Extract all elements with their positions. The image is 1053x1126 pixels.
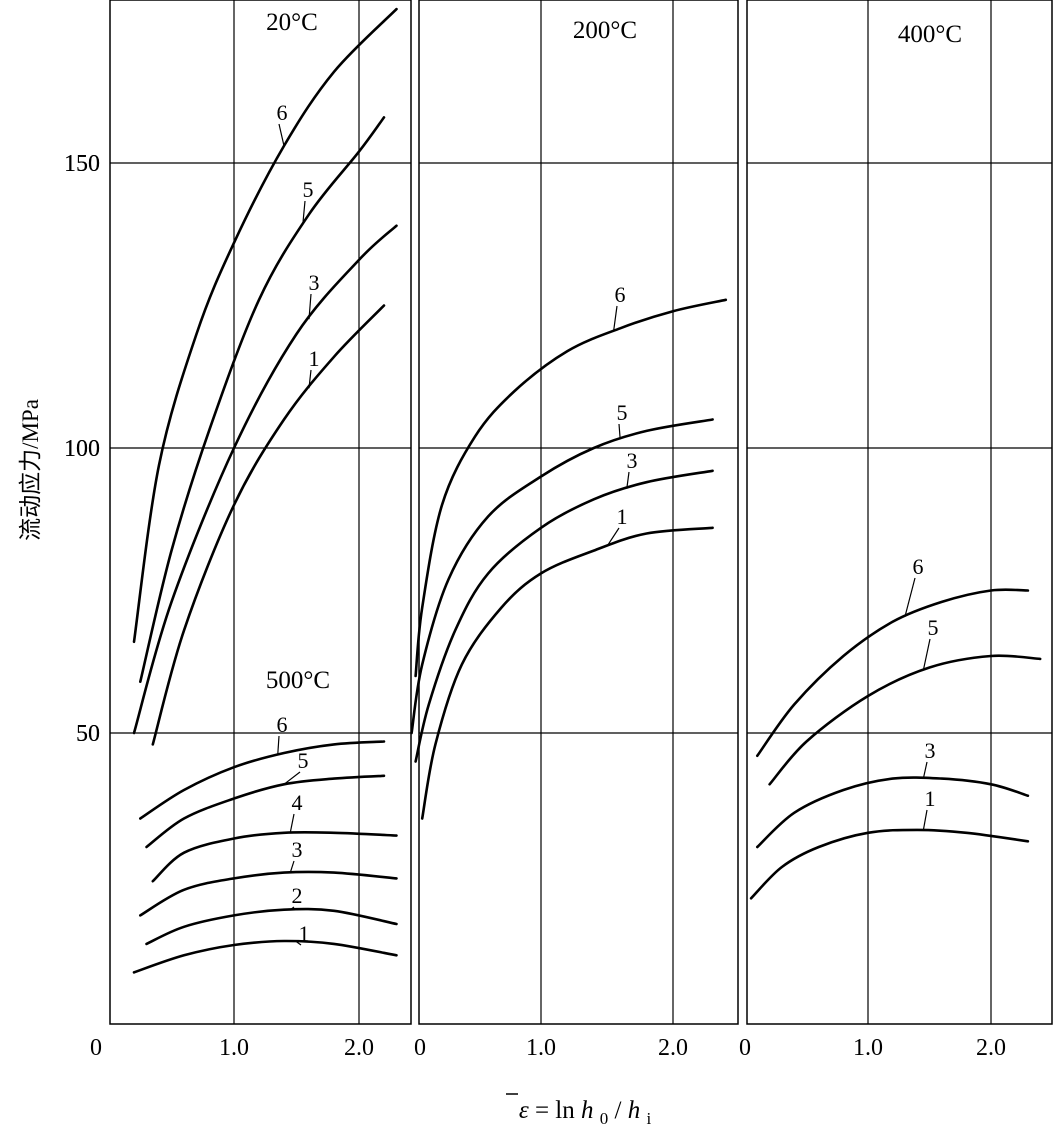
curve-label: 6 [277, 712, 288, 737]
panel-title: 400°C [898, 21, 962, 48]
curve-series-3 [756, 776, 1030, 849]
curve-series-6 [756, 588, 1030, 758]
curve-label-leader [277, 735, 280, 755]
curve-label-leader [308, 293, 312, 320]
curve-series-4 [151, 830, 398, 883]
curve-label-leader [922, 761, 928, 779]
curve-label-leader [289, 813, 295, 833]
panel-title: 20°C [266, 9, 318, 36]
x-tick-label: 2.0 [344, 1035, 374, 1061]
curve-series-1 [420, 526, 714, 820]
curve-label: 5 [928, 615, 939, 640]
curve-label: 3 [925, 738, 936, 763]
curve-series-1 [151, 304, 386, 746]
panel-title: 500°C [266, 667, 330, 694]
x-tick-label: 1.0 [526, 1035, 556, 1061]
origin-label-middle: 0 [414, 1035, 426, 1061]
x-axis-label: ε = ln h 0 / h i [519, 1097, 652, 1126]
curve-series-3 [132, 224, 398, 735]
panel-frame [109, 0, 412, 1025]
x-axis-label-subi: i [646, 1109, 651, 1126]
curve-series-5 [768, 654, 1042, 786]
y-tick-label: 100 [64, 436, 100, 462]
curve-label-leader [626, 471, 630, 489]
curve-series-3 [414, 469, 714, 763]
curve-series-5 [410, 418, 714, 735]
x-axis-label-epsilon: ε [519, 1097, 529, 1124]
x-axis-label-hi: h [628, 1097, 641, 1124]
static-labels: 流动应力/MPa 0 0 0 ε = ln h 0 / h i [18, 399, 751, 1126]
curve-label-leader [308, 369, 312, 389]
curve-label: 1 [299, 921, 310, 946]
curve-label-leader [618, 423, 621, 440]
panel-title: 200°C [573, 17, 637, 44]
curve-label: 5 [617, 400, 628, 425]
curve-label-leader [613, 305, 618, 332]
curve-label: 1 [309, 346, 320, 371]
curve-label: 6 [277, 100, 288, 125]
y-tick-label: 50 [76, 721, 100, 747]
curve-label-leader [296, 941, 302, 946]
curve-series-5 [145, 774, 386, 849]
curve-label: 2 [292, 883, 303, 908]
curve-label: 6 [615, 282, 626, 307]
panel-frame [746, 0, 1053, 1025]
panels: 1.0 2.05010015020°C135650100150500°C12345… [64, 0, 1053, 1061]
curve-label-leader [289, 860, 295, 873]
curve-label: 1 [617, 504, 628, 529]
curve-label: 3 [627, 448, 638, 473]
y-axis-label: 流动应力/MPa [18, 399, 43, 541]
curve-label: 5 [303, 177, 314, 202]
curve-label-leader [289, 906, 295, 911]
curve-label-leader [922, 809, 928, 831]
curve-series-6 [414, 298, 728, 678]
curve-label-leader [922, 638, 931, 671]
curve-label: 3 [292, 837, 303, 862]
x-tick-label: 1.0 [219, 1035, 249, 1061]
curve-series-2 [145, 907, 398, 946]
curve-label: 6 [913, 554, 924, 579]
x-tick-label: 2.0 [976, 1035, 1006, 1061]
panel-frame [418, 0, 739, 1025]
curve-label-leader [904, 577, 916, 618]
curve-series-5 [139, 116, 386, 683]
curve-label-leader [283, 771, 301, 785]
x-tick-label: 1.0 [853, 1035, 883, 1061]
curve-label: 1 [925, 786, 936, 811]
curve-series-1 [132, 939, 398, 974]
y-tick-label: 50 [76, 721, 100, 747]
y-tick-label: 150 [64, 151, 100, 177]
origin-label-right: 0 [739, 1035, 751, 1061]
curve-series-6 [132, 7, 398, 644]
curve-label: 5 [298, 748, 309, 773]
origin-label-left: 0 [90, 1035, 102, 1061]
x-axis-label-ln: = ln [535, 1097, 581, 1124]
curve-series-1 [749, 828, 1030, 900]
curve-series-6 [139, 740, 386, 820]
curve-label: 4 [292, 790, 303, 815]
y-tick-label: 100 [64, 436, 100, 462]
curve-series-3 [139, 870, 398, 917]
curve-label: 3 [309, 270, 320, 295]
x-axis-label-h0: h [581, 1097, 594, 1124]
x-tick-label: 2.0 [658, 1035, 688, 1061]
x-axis-label-sub0: 0 [600, 1109, 609, 1126]
y-tick-label: 150 [64, 151, 100, 177]
curve-label-leader [302, 200, 306, 226]
curve-label-leader [278, 123, 285, 147]
curve-label-leader [606, 527, 620, 547]
x-axis-label-slash: / [614, 1097, 621, 1124]
